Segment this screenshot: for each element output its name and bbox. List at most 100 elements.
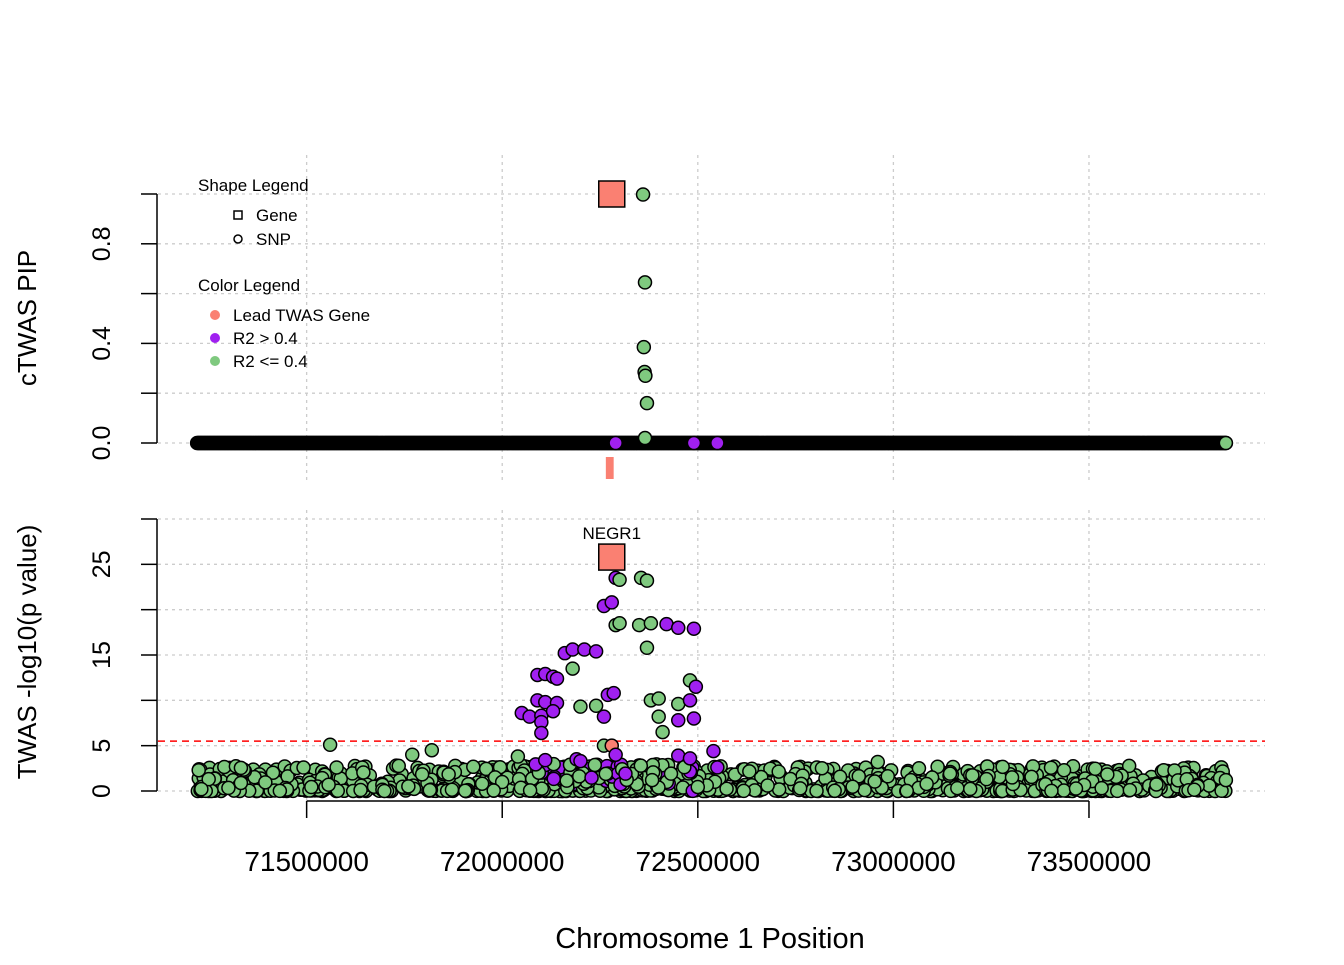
bottom-snp-point bbox=[1056, 762, 1072, 778]
bottom-snp-point bbox=[549, 671, 565, 686]
bottom-snp-point bbox=[671, 620, 686, 636]
bottom-gene-point bbox=[598, 543, 626, 571]
bottom-snp-point bbox=[565, 661, 580, 676]
color-swatch-icon bbox=[210, 356, 220, 366]
bottom-snp-point bbox=[671, 748, 686, 763]
shape-legend-items: Gene SNP bbox=[233, 206, 298, 249]
top-snp-point bbox=[636, 339, 652, 355]
bottom-snp-point bbox=[441, 767, 456, 782]
bottom-snp-point bbox=[760, 778, 775, 793]
bottom-snp-point bbox=[538, 752, 553, 768]
bottom-snp-point bbox=[1122, 782, 1138, 798]
bottom-snp-point bbox=[545, 703, 561, 719]
bottom-snp-point bbox=[1044, 783, 1059, 799]
shape-legend-label: SNP bbox=[256, 230, 291, 249]
bottom-snp-point bbox=[655, 724, 670, 740]
bottom-snp-point bbox=[686, 711, 702, 726]
bottom-snp-point bbox=[322, 737, 338, 753]
bottom-snp-point bbox=[979, 771, 994, 787]
bottom-snp-point bbox=[742, 764, 757, 779]
bottom-snp-point bbox=[474, 776, 490, 791]
bottom-y-axis-label: TWAS -log10(p value) bbox=[12, 525, 42, 780]
bottom-snp-point bbox=[573, 699, 588, 714]
bottom-snp-point bbox=[719, 781, 734, 796]
x-tick-label: 72000000 bbox=[440, 846, 565, 877]
bottom-snp-point bbox=[965, 768, 980, 783]
bottom-snp-point bbox=[736, 783, 751, 799]
bottom-snp-point bbox=[1100, 767, 1115, 782]
bottom-snp-point bbox=[486, 783, 501, 798]
bottom-snp-point bbox=[911, 761, 927, 776]
bottom-snp-point bbox=[814, 760, 830, 776]
bottom-snp-point bbox=[1024, 769, 1039, 785]
bottom-snp-point bbox=[792, 781, 808, 796]
bottom-snp-point bbox=[401, 779, 416, 794]
bottom-snp-point bbox=[1187, 782, 1202, 797]
top-gene-point bbox=[598, 180, 626, 208]
bottom-snp-point bbox=[639, 640, 655, 655]
x-axis-label: Chromosome 1 Position bbox=[555, 923, 864, 955]
bottom-snp-point bbox=[233, 775, 249, 791]
bottom-snp-point bbox=[682, 751, 698, 766]
bottom-snp-point bbox=[356, 765, 371, 780]
bottom-snp-point bbox=[633, 758, 649, 773]
bottom-snp-point bbox=[880, 769, 896, 784]
bottom-snp-point bbox=[643, 616, 659, 631]
bottom-snp-point bbox=[606, 685, 621, 701]
top-snp-point bbox=[639, 395, 655, 411]
bottom-snp-point bbox=[942, 766, 958, 781]
shape-legend-title: Shape Legend bbox=[198, 176, 309, 195]
bottom-snp-point bbox=[639, 573, 655, 588]
bottom-snp-point bbox=[604, 595, 620, 610]
top-y-tick-label: 0.4 bbox=[88, 326, 116, 361]
bottom-snp-point bbox=[1056, 783, 1072, 798]
bottom-y-tick-label: 25 bbox=[88, 550, 116, 578]
x-tick-label: 72500000 bbox=[636, 846, 761, 877]
bottom-snp-point bbox=[265, 765, 281, 780]
bottom-snp-point bbox=[304, 779, 319, 795]
x-tick-label: 71500000 bbox=[244, 846, 369, 877]
gene-track bbox=[605, 457, 614, 479]
bottom-snp-point bbox=[1149, 777, 1164, 792]
bottom-snp-point bbox=[321, 777, 336, 792]
bottom-snp-point bbox=[950, 780, 965, 796]
gene-track-bar bbox=[605, 457, 614, 479]
bottom-snp-point bbox=[572, 769, 587, 784]
bottom-snp-point bbox=[612, 616, 627, 631]
top-snp-point bbox=[635, 187, 651, 202]
bottom-snp-point bbox=[444, 782, 460, 797]
bottom-snp-point bbox=[422, 782, 438, 798]
bottom-snp-point bbox=[706, 743, 721, 759]
color-legend-label: R2 <= 0.4 bbox=[233, 352, 308, 371]
bottom-snp-point bbox=[391, 758, 406, 774]
bottom-snp-point bbox=[608, 747, 623, 762]
square-icon bbox=[233, 210, 243, 220]
bottom-snp-point bbox=[671, 713, 686, 728]
bottom-snp-point bbox=[995, 759, 1010, 775]
bottom-snp-point bbox=[919, 776, 934, 792]
x-tick-label: 73000000 bbox=[831, 846, 956, 877]
bottom-snp-point bbox=[1004, 770, 1020, 785]
bottom-snp-point bbox=[644, 772, 660, 788]
bottom-snp-point bbox=[612, 572, 627, 587]
color-swatch-icon bbox=[210, 310, 220, 320]
bottom-snp-point bbox=[631, 617, 647, 633]
bottom-y-tick-label: 0 bbox=[88, 784, 116, 798]
bottom-snp-point bbox=[596, 709, 612, 724]
bottom-snp-point bbox=[651, 709, 666, 724]
top-snp-point bbox=[1218, 435, 1234, 451]
bottom-snp-point bbox=[867, 774, 882, 789]
bottom-snp-point bbox=[258, 775, 273, 790]
bottom-snp-point bbox=[587, 757, 603, 773]
bottom-snp-point bbox=[194, 781, 209, 797]
bottom-snp-point bbox=[1043, 760, 1059, 775]
top-gene-points bbox=[598, 180, 626, 208]
bottom-snp-point bbox=[809, 783, 824, 799]
bottom-snp-point bbox=[682, 693, 698, 708]
bottom-snp-point bbox=[522, 783, 538, 798]
bottom-snp-point bbox=[598, 766, 614, 782]
bottom-snp-point bbox=[588, 644, 604, 659]
color-legend-items: Lead TWAS Gene R2 > 0.4 R2 <= 0.4 bbox=[210, 306, 370, 371]
bottom-snp-point bbox=[534, 781, 550, 796]
